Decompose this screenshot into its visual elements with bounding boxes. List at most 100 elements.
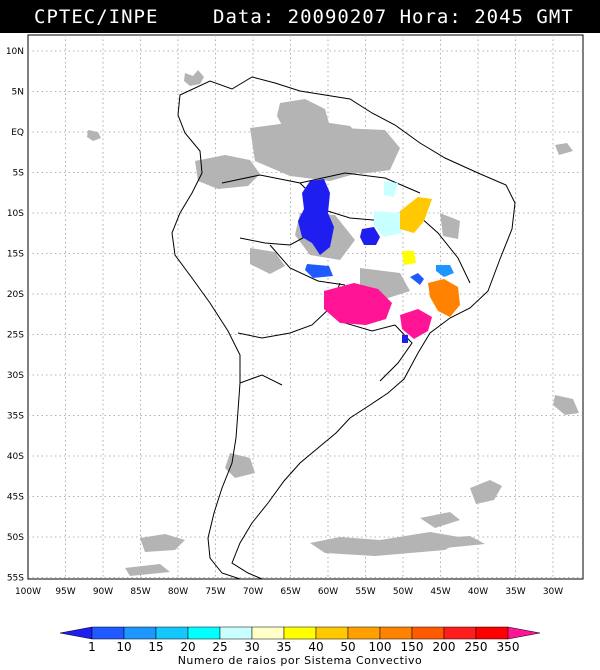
border-line bbox=[269, 244, 346, 286]
longitude-tick-label: 50W bbox=[393, 587, 413, 597]
lightning-cell bbox=[298, 179, 334, 255]
latitude-tick-label: 40S bbox=[7, 452, 24, 462]
latitude-tick-label: 35S bbox=[7, 412, 24, 422]
latitude-tick-label: 10N bbox=[6, 47, 24, 57]
convective-systems bbox=[298, 179, 460, 343]
latitude-tick-label: 5N bbox=[12, 88, 24, 98]
datetime-label: Data: 20090207 Hora: 2045 GMT bbox=[213, 6, 574, 28]
cloud-patch bbox=[195, 155, 260, 189]
latitude-tick-label: 10S bbox=[7, 209, 24, 219]
colorbar-tick-label: 35 bbox=[276, 640, 291, 654]
colorbar-cell bbox=[379, 626, 413, 640]
cloud-patch bbox=[420, 512, 460, 528]
colorbar-tick-label: 150 bbox=[401, 640, 424, 654]
cloud-patch bbox=[250, 248, 285, 274]
cloud-patch bbox=[340, 128, 400, 174]
latitude-tick-label: 5S bbox=[13, 169, 25, 179]
cloud-cover bbox=[87, 70, 579, 576]
colorbar-cell bbox=[155, 626, 189, 640]
colorbar-tick-label: 20 bbox=[180, 640, 195, 654]
cloud-patch bbox=[440, 213, 460, 239]
latitude-tick-label: EQ bbox=[11, 128, 24, 138]
lightning-cell bbox=[436, 265, 454, 277]
colorbar-tick-label: 250 bbox=[465, 640, 488, 654]
colorbar-tick-label: 25 bbox=[212, 640, 227, 654]
continent-outline bbox=[171, 76, 516, 580]
colorbar-cell bbox=[59, 626, 93, 640]
latitude-tick-label: 45S bbox=[7, 493, 24, 503]
colorbar-tick-label: 200 bbox=[433, 640, 456, 654]
border-line bbox=[379, 324, 413, 382]
colorbar-cell bbox=[187, 626, 221, 640]
cloud-patch bbox=[440, 536, 485, 548]
colorbar-cell bbox=[123, 626, 157, 640]
source-label: CPTEC/INPE bbox=[34, 6, 159, 28]
colorbar-tick-label: 10 bbox=[116, 640, 131, 654]
lightning-cell bbox=[374, 211, 402, 237]
latitude-tick-label: 25S bbox=[7, 331, 24, 341]
latitude-tick-label: 15S bbox=[7, 250, 24, 260]
longitude-tick-label: 40W bbox=[468, 587, 488, 597]
cloud-patch bbox=[87, 130, 101, 141]
longitude-tick-label: 75W bbox=[205, 587, 225, 597]
colorbar-cell bbox=[443, 626, 477, 640]
longitude-tick-label: 100W bbox=[15, 587, 41, 597]
colorbar-cell bbox=[219, 626, 253, 640]
longitude-tick-label: 30W bbox=[543, 587, 563, 597]
latitude-tick-label: 50S bbox=[7, 533, 24, 543]
colorbar-cell bbox=[315, 626, 349, 640]
lightning-cell bbox=[400, 309, 432, 339]
lightning-cell bbox=[400, 197, 432, 233]
colorbar-cell bbox=[283, 626, 317, 640]
lightning-cell bbox=[360, 227, 380, 245]
lightning-cell bbox=[410, 273, 424, 285]
longitude-labels: 100W 95W 90W 85W 80W 75W 70W 65W 60W 55W 50W 45W 40W… bbox=[15, 587, 563, 597]
lightning-cell bbox=[384, 181, 398, 197]
lightning-cell bbox=[402, 335, 408, 343]
border-line bbox=[299, 172, 421, 194]
colorbar-tick-label: 1 bbox=[88, 640, 96, 654]
colorbar-cell bbox=[411, 626, 445, 640]
border-line bbox=[237, 307, 331, 339]
cloud-patch bbox=[125, 564, 170, 576]
latitude-tick-label: 55S bbox=[7, 574, 24, 584]
header-bar: CPTEC/INPE Data: 20090207 Hora: 2045 GMT bbox=[0, 0, 600, 33]
longitude-tick-label: 85W bbox=[130, 587, 150, 597]
longitude-tick-label: 55W bbox=[355, 587, 375, 597]
lightning-map: 10N5NEQ5S10S15S20S25S30S35S40S45S50S55S … bbox=[6, 34, 584, 597]
colorbar-cell bbox=[251, 626, 285, 640]
longitude-tick-label: 70W bbox=[243, 587, 263, 597]
colorbar-cell bbox=[347, 626, 381, 640]
latitude-labels: 10N 5N EQ 5S 10S 15S 20S 25S 30S 35S 40S 45S 50S 55S bbox=[6, 47, 24, 584]
colorbar: 1 10 15 20 25 30 35 40 50 100 150 200 250 350 bbox=[59, 626, 541, 654]
colorbar-tick-label: 30 bbox=[244, 640, 259, 654]
cloud-patch bbox=[555, 143, 573, 155]
latitude-tick-label: 30S bbox=[7, 371, 24, 381]
lightning-cell bbox=[428, 279, 460, 317]
longitude-tick-label: 45W bbox=[430, 587, 450, 597]
border-line bbox=[239, 374, 283, 386]
cloud-patch bbox=[140, 534, 185, 552]
lightning-cell bbox=[305, 264, 333, 278]
cloud-patch bbox=[553, 395, 579, 415]
longitude-tick-label: 90W bbox=[93, 587, 113, 597]
longitude-tick-label: 35W bbox=[505, 587, 525, 597]
cloud-patch bbox=[184, 70, 204, 86]
colorbar-cell bbox=[475, 626, 509, 640]
colorbar-tick-label: 40 bbox=[308, 640, 323, 654]
colorbar-tick-label: 50 bbox=[340, 640, 355, 654]
lightning-cell bbox=[402, 251, 416, 265]
colorbar-cell bbox=[507, 626, 541, 640]
colorbar-tick-label: 100 bbox=[369, 640, 392, 654]
colorbar-tick-label: 350 bbox=[497, 640, 520, 654]
longitude-tick-label: 60W bbox=[318, 587, 338, 597]
colorbar-tick-label: 15 bbox=[148, 640, 163, 654]
longitude-tick-label: 80W bbox=[168, 587, 188, 597]
longitude-tick-label: 65W bbox=[280, 587, 300, 597]
cloud-patch bbox=[310, 532, 465, 556]
lightning-cell bbox=[324, 283, 392, 325]
colorbar-title: Numero de raios por Sistema Convectivo bbox=[177, 654, 423, 667]
colorbar-cell bbox=[91, 626, 125, 640]
latitude-tick-label: 20S bbox=[7, 290, 24, 300]
longitude-tick-label: 95W bbox=[55, 587, 75, 597]
